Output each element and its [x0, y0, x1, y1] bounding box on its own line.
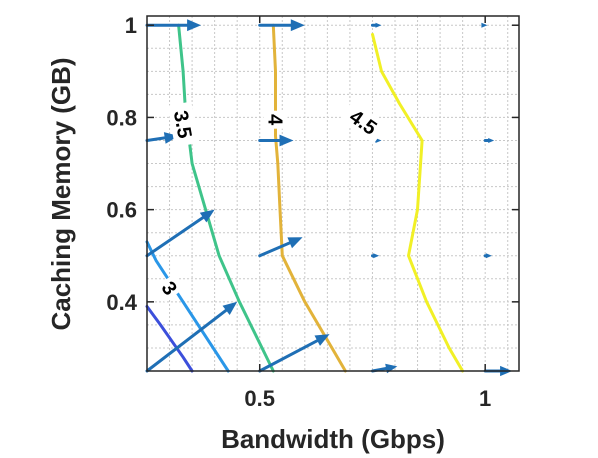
quiver-arrow	[370, 253, 380, 259]
contour-line-3-5	[177, 23, 275, 373]
quiver-arrow	[145, 301, 238, 373]
quiver-arrow-shaft	[258, 241, 292, 258]
quiver-arrow-head	[375, 138, 382, 143]
quiver-arrow-head	[481, 22, 488, 28]
quiver-arrow	[483, 253, 492, 259]
grid	[147, 16, 519, 371]
x-tick-label: 0.5	[244, 386, 275, 411]
quiver-arrow	[481, 22, 488, 28]
y-tick-label: 0.4	[106, 290, 137, 315]
quiver-arrows	[145, 19, 513, 377]
contour-label-background	[263, 110, 288, 129]
contour-label: 3.5	[169, 109, 195, 140]
quiver-arrow-head	[314, 334, 330, 346]
quiver-arrow	[258, 237, 303, 258]
quiver-arrow-head	[279, 134, 294, 147]
quiver-arrow-head	[199, 209, 215, 223]
quiver-arrow	[258, 134, 294, 147]
y-axis-label: Caching Memory (GB)	[46, 57, 76, 330]
y-tick-label: 1	[125, 13, 137, 38]
contour-line-2-5	[145, 305, 194, 373]
contour-label-background	[167, 101, 199, 148]
quiver-arrow-shaft	[258, 339, 319, 373]
contour-label-background	[154, 273, 185, 303]
quiver-arrow-head	[488, 138, 495, 143]
plot-background	[147, 16, 519, 371]
quiver-arrow-shaft	[145, 216, 205, 258]
x-axis-label: Bandwidth (Gbps)	[221, 424, 445, 454]
y-tick-label: 0.6	[106, 198, 137, 223]
quiver-arrow	[483, 138, 495, 143]
quiver-arrow-head	[375, 22, 382, 28]
contour-label: 4	[264, 114, 286, 126]
quiver-arrow-head	[287, 237, 303, 249]
x-tick-label: 1	[479, 386, 491, 411]
contour-label-group: 3.5	[167, 101, 199, 148]
contour-label-group: 4	[263, 110, 288, 129]
contour-label-group: 3	[154, 273, 185, 303]
plot-frame	[146, 15, 520, 372]
y-tick-label: 0.8	[106, 105, 137, 130]
quiver-arrow-shaft	[145, 136, 167, 142]
quiver-arrow-head	[222, 301, 238, 315]
contour-label-background	[339, 100, 388, 144]
quiver-arrow	[258, 334, 330, 373]
contour-line-4	[271, 23, 347, 373]
quiver-arrow	[370, 22, 382, 28]
quiver-arrow-head	[485, 253, 492, 259]
axis-ticks: 0.5 1 0.4 0.6 0.8 1	[106, 13, 519, 411]
quiver-arrow-head	[187, 19, 202, 32]
quiver-arrow-head	[290, 19, 305, 32]
contour-line-4-5	[371, 32, 465, 373]
quiver-arrow-head	[373, 253, 380, 259]
quiver-arrow-shaft	[145, 308, 228, 373]
quiver-arrow	[258, 19, 305, 32]
quiver-arrow	[145, 209, 215, 258]
